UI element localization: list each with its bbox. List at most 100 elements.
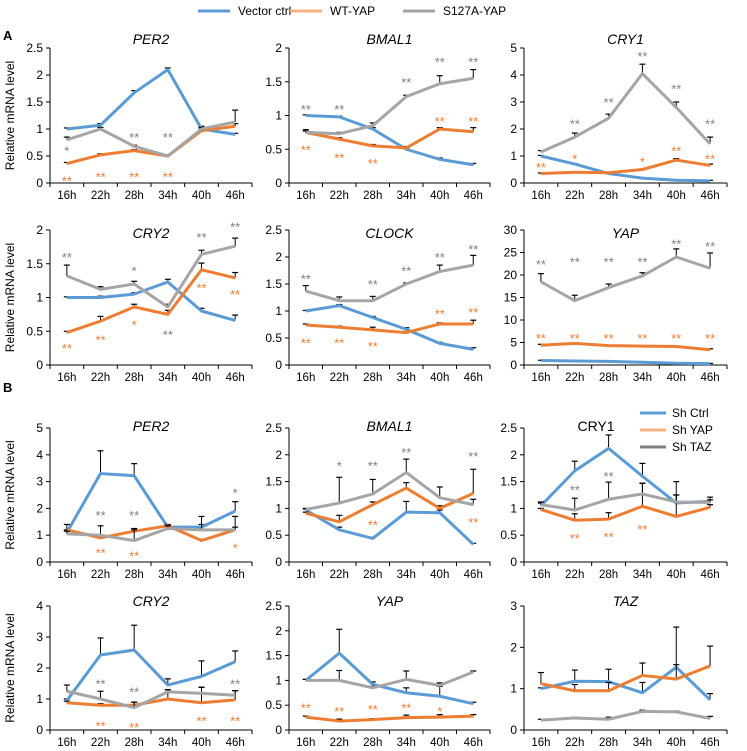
significance-marker: ** xyxy=(230,677,240,692)
x-tick-label: 28h xyxy=(125,737,144,749)
y-tick-label: 2.5 xyxy=(265,223,282,237)
chart-panel-cry2: CRY2 Relative mRNA level 0 1 2 3 4 16h 22h 28h 34h… xyxy=(3,593,253,749)
significance-marker: ** xyxy=(95,332,105,347)
significance-marker: ** xyxy=(368,459,378,474)
x-tick-label: 40h xyxy=(192,372,211,384)
series-sh-ctrl xyxy=(302,500,477,546)
y-tick-label: 4 xyxy=(510,68,517,82)
x-tick-label: 16h xyxy=(296,372,315,384)
x-tick-label: 46h xyxy=(464,190,483,202)
series-line xyxy=(540,341,711,352)
y-tick-label: 4 xyxy=(36,599,43,613)
series-line xyxy=(66,527,236,543)
significance-marker: ** xyxy=(671,82,681,97)
y-tick-label: 0 xyxy=(36,555,43,569)
significance-marker: ** xyxy=(570,117,580,132)
series-line xyxy=(540,255,711,303)
x-tick-label: 40h xyxy=(667,737,686,749)
series-s127a-yap xyxy=(63,109,239,158)
significance-marker: ** xyxy=(570,255,580,270)
x-tick-label: 40h xyxy=(667,190,686,202)
y-tick-label: 0.5 xyxy=(265,698,282,712)
y-tick-label: 1.5 xyxy=(500,475,517,489)
y-tick-label: 10 xyxy=(504,313,518,327)
series-line xyxy=(305,114,474,167)
series-sh-taz xyxy=(537,481,714,512)
significance-marker: ** xyxy=(368,277,378,292)
chart-title: CRY2 xyxy=(133,593,170,609)
significance-marker: * xyxy=(640,154,645,169)
chart-title: YAP xyxy=(612,225,640,241)
x-tick-label: 46h xyxy=(700,190,719,202)
y-tick-label: 3 xyxy=(510,95,517,109)
significance-marker: ** xyxy=(230,287,240,302)
series-line xyxy=(540,359,711,366)
legend-label: Sh TAZ xyxy=(672,440,712,454)
y-tick-label: 0 xyxy=(510,176,517,190)
significance-marker: ** xyxy=(196,280,206,295)
series-line xyxy=(304,508,475,546)
series-s127a-yap xyxy=(537,248,714,303)
significance-marker: ** xyxy=(129,720,139,735)
series-line xyxy=(66,268,236,335)
y-tick-label: 1 xyxy=(36,528,43,542)
x-tick-label: 28h xyxy=(599,372,618,384)
y-tick-label: 1.5 xyxy=(265,475,282,489)
x-tick-label: 28h xyxy=(363,372,382,384)
y-tick-label: 5 xyxy=(510,336,517,350)
y-axis-label: Relative mRNA level xyxy=(3,243,17,352)
y-tick-label: 1 xyxy=(275,304,282,318)
x-tick-label: 22h xyxy=(330,569,349,581)
significance-marker: ** xyxy=(129,684,139,699)
series-line xyxy=(66,280,236,322)
series-vector-ctrl xyxy=(63,278,239,322)
series-line xyxy=(540,154,711,183)
significance-marker: ** xyxy=(301,272,311,287)
y-tick-label: 25 xyxy=(504,246,518,260)
y-tick-label: 1 xyxy=(275,109,282,123)
significance-marker: ** xyxy=(435,307,445,322)
significance-marker: ** xyxy=(95,677,105,692)
series-s127a-yap xyxy=(302,68,477,136)
y-tick-label: 2 xyxy=(275,448,282,462)
significance-marker: ** xyxy=(536,331,546,346)
y-tick-label: 2 xyxy=(275,624,282,638)
significance-marker: ** xyxy=(435,250,445,265)
significance-marker: ** xyxy=(301,102,311,117)
series-line xyxy=(540,504,711,522)
significance-marker: * xyxy=(132,264,137,279)
significance-marker: * xyxy=(233,485,238,500)
x-tick-label: 46h xyxy=(700,737,719,749)
chart-panel-cry2: CRY2 Relative mRNA level 0 0.5 1 1.5 2 16h 22h 28… xyxy=(3,220,253,384)
legend-label: Sh Ctrl xyxy=(672,406,709,420)
significance-marker: ** xyxy=(435,114,445,129)
series-line xyxy=(66,244,236,309)
significance-marker: ** xyxy=(604,469,614,484)
significance-marker: ** xyxy=(301,335,311,350)
x-tick-label: 22h xyxy=(91,372,110,384)
chart-panel-per2: PER2 Relative mRNA level 0 1 2 3 4 5 16h 22h 28h 34… xyxy=(3,418,253,581)
significance-marker: ** xyxy=(671,331,681,346)
series-line xyxy=(540,72,712,154)
y-tick-label: 0 xyxy=(510,555,517,569)
x-tick-label: 16h xyxy=(296,569,315,581)
x-tick-label: 16h xyxy=(57,569,76,581)
series-sh-ctrl xyxy=(537,626,714,701)
x-tick-label: 40h xyxy=(667,569,686,581)
series-line xyxy=(540,492,711,512)
y-tick-label: 1.5 xyxy=(26,257,43,271)
significance-marker: * xyxy=(337,459,342,474)
y-tick-label: 1.5 xyxy=(265,75,282,89)
significance-marker: ** xyxy=(401,75,411,90)
significance-marker: ** xyxy=(637,49,647,64)
series-sh-taz xyxy=(302,458,477,511)
x-tick-label: 34h xyxy=(633,569,652,581)
x-tick-label: 22h xyxy=(330,737,349,749)
x-tick-label: 46h xyxy=(226,372,245,384)
legend-label: Sh YAP xyxy=(672,423,713,437)
x-tick-label: 40h xyxy=(667,372,686,384)
series-sh-taz xyxy=(302,669,477,690)
series-line xyxy=(305,304,474,351)
